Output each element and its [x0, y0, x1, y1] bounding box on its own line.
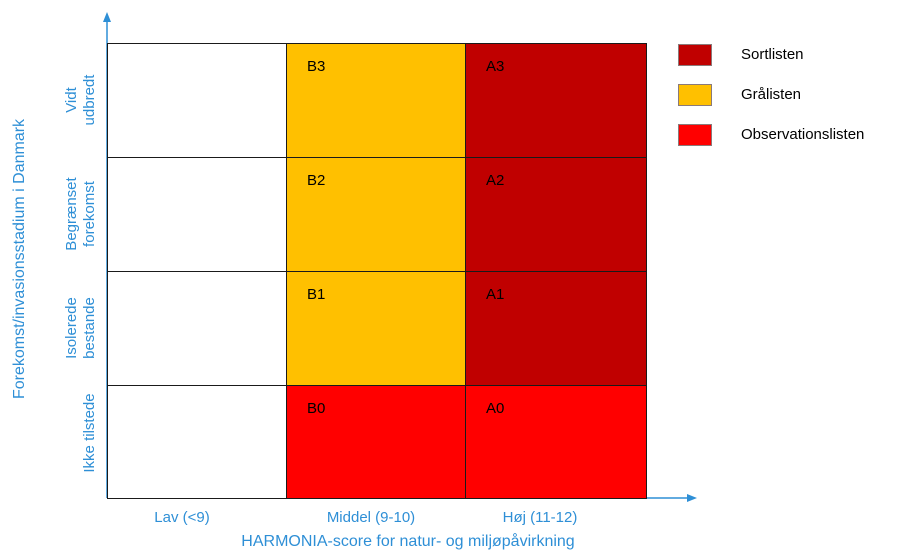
cell-code: A3: [486, 58, 505, 75]
cell-code: A0: [486, 400, 505, 417]
cell-row2-col1: B1: [286, 271, 466, 386]
legend-swatch: [678, 84, 712, 106]
cell-row1-col0: [107, 157, 287, 272]
cell-code: B1: [307, 286, 326, 303]
row-label-line1: Begrænset: [63, 177, 80, 251]
col-label-middel: Middel (9-10): [326, 509, 416, 526]
cell-row2-col0: [107, 271, 287, 386]
cell-code: B0: [307, 400, 326, 417]
legend-label: Observationslisten: [741, 126, 865, 143]
cell-row1-col2: A2: [465, 157, 647, 272]
y-axis-arrow-icon: [103, 12, 111, 22]
y-axis-title: Forekomst/invasionsstadium i Danmark: [11, 118, 28, 400]
cell-row0-col2: A3: [465, 43, 647, 158]
row-label-line1: Vidt: [63, 87, 80, 113]
col-label-hoj: Høj (11-12): [502, 509, 578, 526]
row-label-line1: Isolerede: [63, 297, 80, 359]
cell-row3-col2: A0: [465, 385, 647, 499]
row-label-line2: forekomst: [81, 181, 98, 247]
row-label-line2: udbredt: [81, 74, 98, 126]
legend-label: Grålisten: [741, 86, 802, 103]
row-label-isolerede-bestande: Isolerede bestande: [63, 271, 99, 385]
x-axis-arrow-icon: [687, 494, 697, 502]
row-label-line2: bestande: [81, 297, 98, 359]
cell-row1-col1: B2: [286, 157, 466, 272]
x-axis-title: HARMONIA-score for natur- og miljøpåvirk…: [241, 533, 575, 550]
cell-code: B3: [307, 58, 326, 75]
row-label-begraenset-forekomst: Begrænset forekomst: [63, 157, 99, 271]
cell-code: A2: [486, 172, 505, 189]
legend-label: Sortlisten: [741, 46, 804, 63]
cell-row0-col1: B3: [286, 43, 466, 158]
legend-swatch: [678, 124, 712, 146]
cell-row0-col0: [107, 43, 287, 158]
cell-code: A1: [486, 286, 505, 303]
legend-swatch: [678, 44, 712, 66]
cell-row3-col0: [107, 385, 287, 499]
row-label-line1: Ikke tilstede: [81, 393, 98, 473]
col-label-lav: Lav (<9): [154, 509, 210, 526]
row-label-ikke-tilstede: Ikke tilstede: [81, 376, 99, 490]
row-label-vidt-udbredt: Vidt udbredt: [63, 43, 99, 157]
cell-code: B2: [307, 172, 326, 189]
cell-row2-col2: A1: [465, 271, 647, 386]
cell-row3-col1: B0: [286, 385, 466, 499]
